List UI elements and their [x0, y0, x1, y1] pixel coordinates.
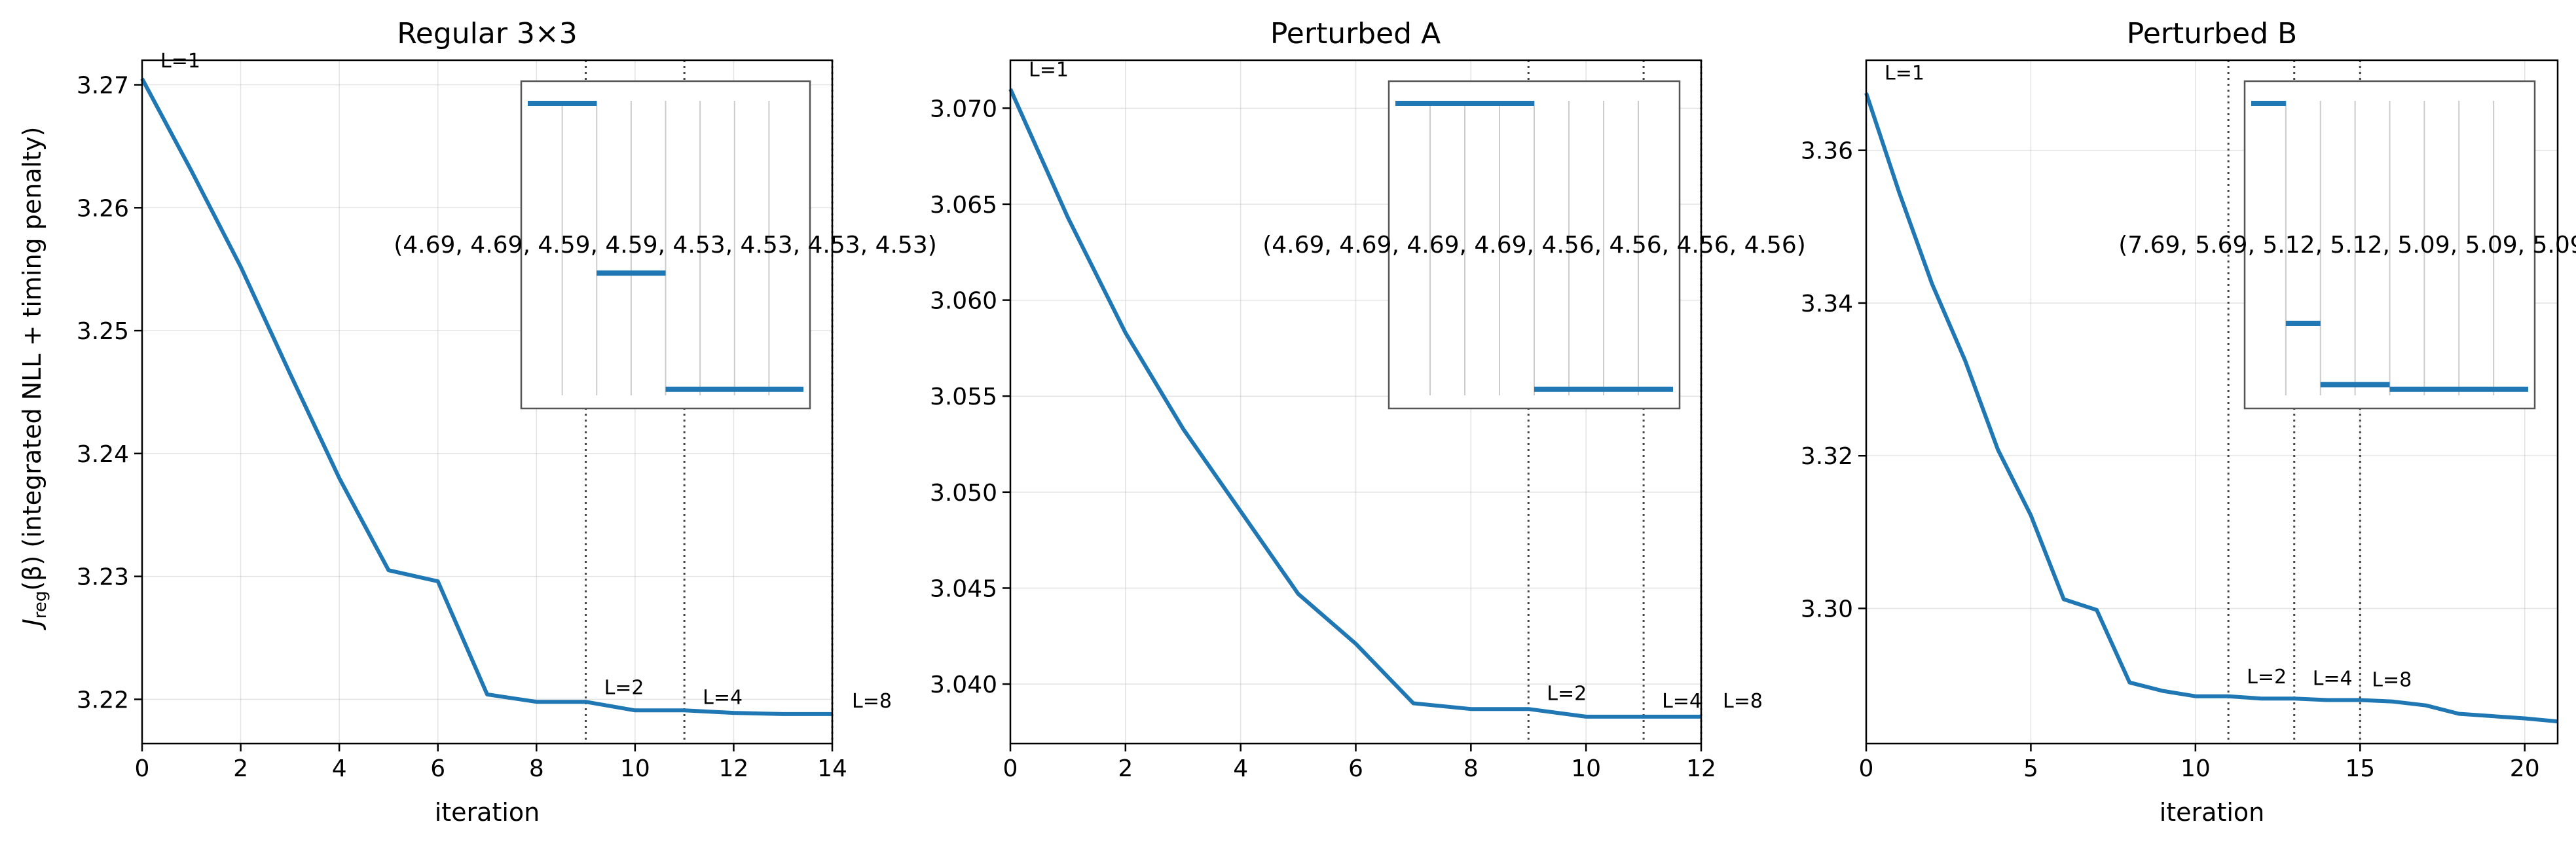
y-tick-label: 3.070 — [930, 96, 997, 122]
panel-perturbed-b: Perturbed B iteration 0 5 10 15 20 3.30 3.32 3.… — [1801, 17, 2576, 827]
axes-frame — [1865, 59, 2559, 745]
y-tick-label: 3.34 — [1801, 291, 1853, 317]
x-tick-label: 8 — [1463, 755, 1479, 782]
x-tick-label: 15 — [2345, 755, 2375, 782]
x-tick-label: 10 — [2180, 755, 2211, 782]
y-tick-label: 3.32 — [1801, 443, 1853, 470]
y-tick-label: 3.22 — [77, 687, 129, 713]
y-tick-label: 3.24 — [77, 441, 129, 468]
level-marker-label: L=8 — [852, 690, 892, 713]
x-tick-label: 10 — [1571, 755, 1601, 782]
y-tick-label: 3.055 — [930, 384, 997, 410]
level-marker-label: L=1 — [160, 50, 200, 73]
y-tick-label: 3.26 — [77, 195, 129, 222]
y-tick-label: 3.36 — [1801, 138, 1853, 165]
panel-perturbed-a: Perturbed A 0 2 4 6 8 10 12 3.040 3.045 3.050 3.05… — [930, 17, 1806, 782]
x-tick-label: 14 — [817, 755, 847, 782]
level-marker-label: L=8 — [2372, 669, 2412, 692]
level-marker-label: L=4 — [1662, 690, 1702, 713]
y-tick-label: 3.30 — [1801, 596, 1853, 623]
level-marker-label: L=2 — [604, 676, 644, 699]
level-marker-label: L=4 — [703, 686, 743, 709]
x-axis-label: iteration — [435, 798, 540, 827]
x-tick-label: 12 — [719, 755, 749, 782]
panel-title: Perturbed B — [2127, 17, 2297, 50]
level-marker-label: L=4 — [2313, 667, 2353, 690]
inset-label: (7.69, 5.69, 5.12, 5.12, 5.09, 5.09, 5.0… — [2118, 232, 2576, 259]
panel-title: Regular 3×3 — [397, 17, 578, 50]
x-tick-label: 4 — [332, 755, 347, 782]
level-marker-label: L=1 — [1885, 62, 1924, 84]
inset-label: (4.69, 4.69, 4.59, 4.59, 4.53, 4.53, 4.5… — [394, 232, 937, 259]
x-tick-label: 0 — [135, 755, 150, 782]
panel-regular-3x3: Regular 3×3 iteration 0 2 4 6 8 10 12 14 3.22 3.2… — [77, 17, 937, 827]
x-tick-label: 0 — [1859, 755, 1874, 782]
x-tick-label: 2 — [233, 755, 248, 782]
level-marker-label: L=2 — [2247, 666, 2287, 689]
x-tick-label: 12 — [1686, 755, 1716, 782]
y-tick-label: 3.040 — [930, 672, 997, 698]
y-tick-label: 3.045 — [930, 575, 997, 602]
y-tick-label: 3.27 — [77, 73, 129, 99]
x-tick-label: 0 — [1003, 755, 1018, 782]
y-tick-label: 3.25 — [77, 318, 129, 345]
x-tick-label: 8 — [529, 755, 544, 782]
inset-label: (4.69, 4.69, 4.69, 4.69, 4.56, 4.56, 4.5… — [1262, 232, 1806, 259]
axes-frame — [141, 59, 834, 745]
level-marker-label: L=2 — [1547, 682, 1587, 705]
panel-title: Perturbed A — [1270, 17, 1441, 50]
series-line — [1864, 92, 2558, 724]
x-tick-label: 5 — [2023, 755, 2038, 782]
series-line — [1008, 88, 1701, 719]
y-tick-label: 3.23 — [77, 564, 129, 591]
x-tick-label: 6 — [430, 755, 445, 782]
series-line — [140, 77, 832, 716]
x-tick-label: 20 — [2510, 755, 2540, 782]
x-axis-label: iteration — [2160, 798, 2265, 827]
y-tick-label: 3.065 — [930, 192, 997, 219]
y-tick-label: 3.060 — [930, 288, 997, 315]
x-tick-label: 6 — [1348, 755, 1363, 782]
y-axis-label: Jreg(β) (integrated NLL + timing penalty… — [18, 127, 50, 631]
x-tick-label: 2 — [1118, 755, 1133, 782]
x-tick-label: 10 — [620, 755, 650, 782]
y-tick-label: 3.050 — [930, 480, 997, 507]
x-tick-label: 4 — [1233, 755, 1248, 782]
level-marker-label: L=1 — [1029, 58, 1069, 81]
level-marker-label: L=8 — [1723, 690, 1763, 713]
